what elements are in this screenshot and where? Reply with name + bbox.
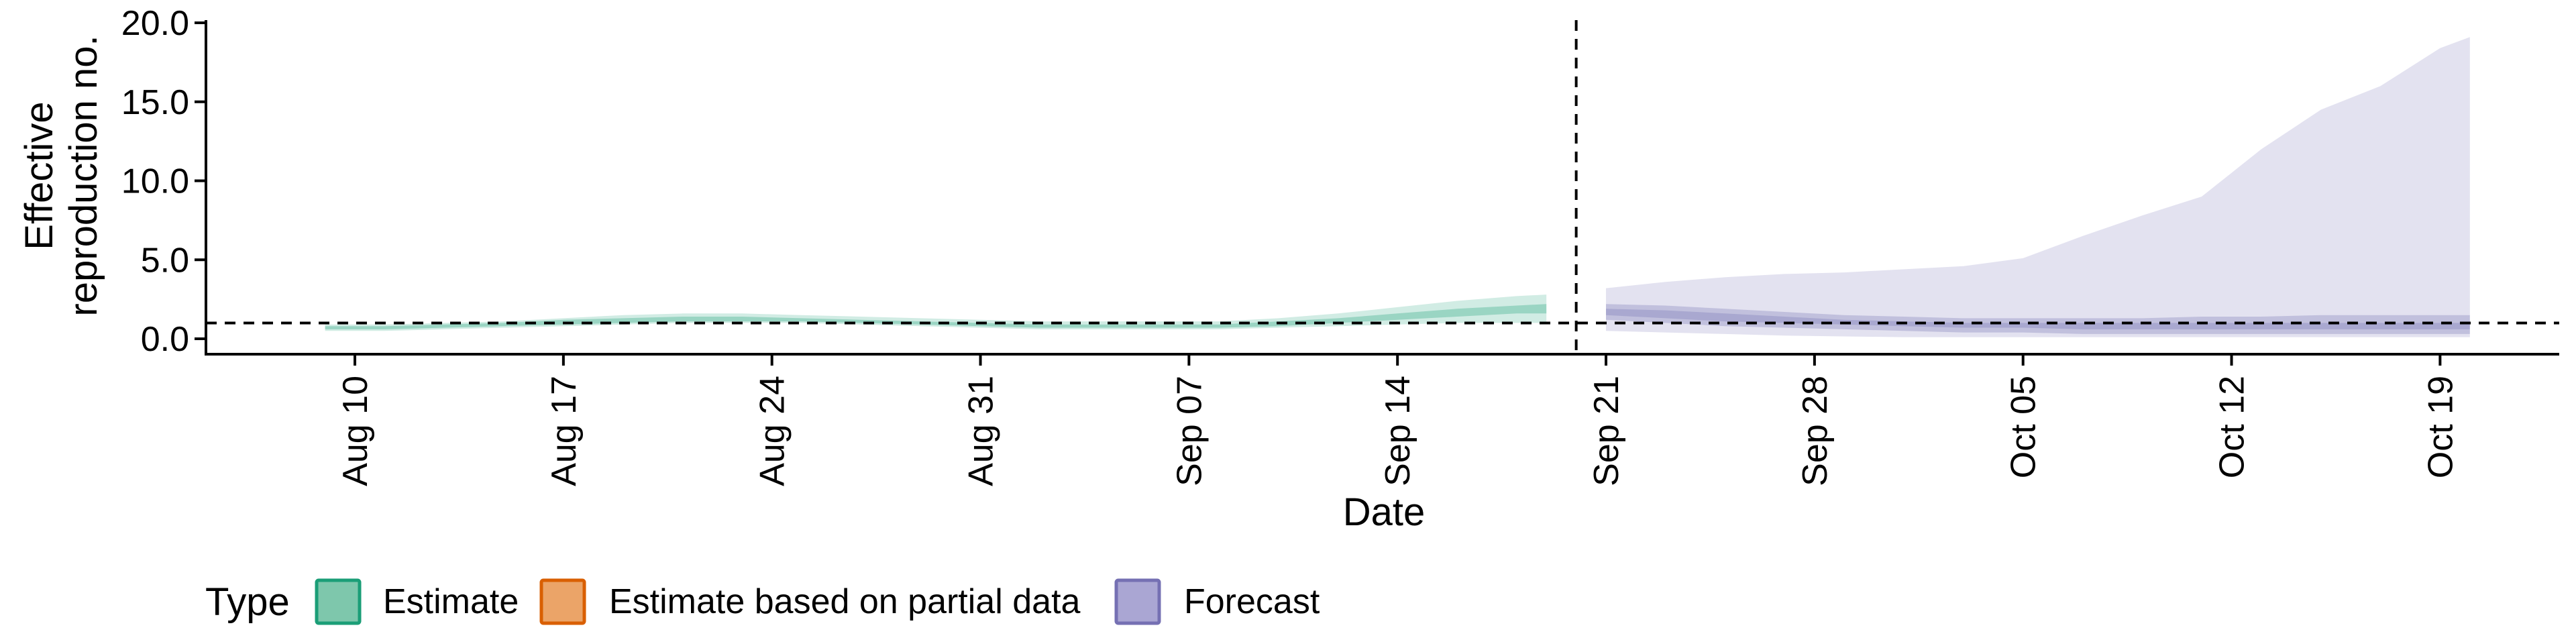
- legend-label-forecast: Forecast: [1184, 582, 1320, 621]
- legend-key-forecast: [1114, 578, 1161, 625]
- y-axis-ticks: 0.0 5.0 10.0 15.0 20.0: [121, 4, 206, 359]
- legend-label-partial: Estimate based on partial data: [609, 582, 1081, 621]
- x-tick-label: Aug 17: [545, 376, 584, 486]
- legend-label-estimate: Estimate: [383, 582, 519, 621]
- x-tick-label: Sep 28: [1796, 376, 1835, 486]
- forecast-outer-band: [1606, 37, 2470, 337]
- x-tick-label: Sep 14: [1379, 376, 1417, 486]
- y-tick-label: 5.0: [141, 241, 189, 280]
- x-tick-label: Aug 10: [336, 376, 375, 486]
- chart-axes: [205, 20, 2559, 356]
- legend-key-partial: [539, 578, 586, 625]
- x-tick-label: Aug 24: [753, 376, 792, 486]
- y-tick-label: 15.0: [121, 83, 189, 122]
- y-tick-label: 10.0: [121, 162, 189, 201]
- reference-lines: [206, 20, 2559, 354]
- x-tick-label: Oct 05: [2004, 376, 2043, 478]
- chart-bands: [325, 37, 2470, 337]
- legend-title: Type: [205, 580, 290, 624]
- forecast-inner-band: [1606, 304, 2470, 334]
- y-axis-title-line2: reproduction no.: [62, 35, 105, 316]
- estimate-inner-band: [325, 304, 1547, 329]
- legend-key-estimate: [315, 578, 362, 625]
- legend: Type Estimate Estimate based on partial …: [205, 578, 1320, 625]
- x-tick-label: Oct 19: [2421, 376, 2460, 478]
- y-tick-label: 20.0: [121, 4, 189, 43]
- y-tick-label: 0.0: [141, 320, 189, 359]
- x-tick-label: Sep 21: [1587, 376, 1626, 486]
- x-tick-label: Sep 07: [1170, 376, 1209, 486]
- x-axis-ticks: Aug 10 Aug 17 Aug 24 Aug 31 Sep 07 Sep 14 Sep …: [336, 354, 2460, 486]
- x-tick-label: Aug 31: [962, 376, 1001, 486]
- x-axis-title: Date: [1343, 490, 1426, 534]
- y-axis-title-line1: Effective: [17, 101, 61, 250]
- x-tick-label: Oct 12: [2213, 376, 2252, 478]
